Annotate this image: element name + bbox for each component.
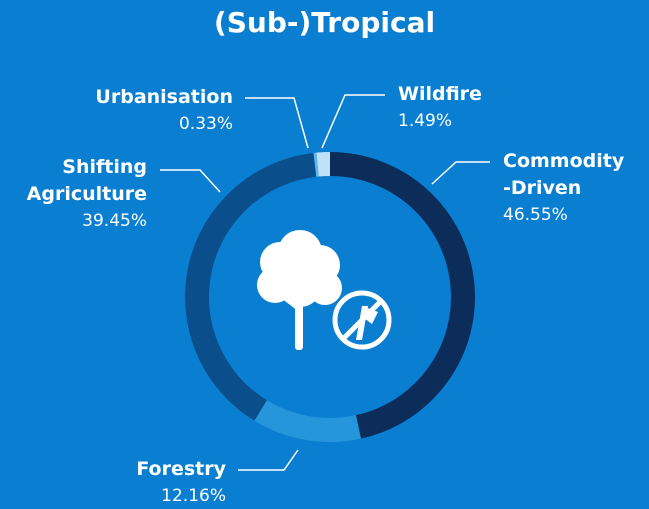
donut-segment: [330, 152, 475, 439]
segment-label: Commodity -Driven 46.55%: [503, 148, 624, 229]
segment-label: Urbanisation 0.33%: [95, 84, 233, 138]
segment-name: Commodity -Driven: [503, 150, 625, 199]
segment-label: Wildfire 1.49%: [398, 81, 482, 135]
segment-name: Forestry: [136, 458, 226, 480]
segment-label: Shifting Agriculture 39.45%: [27, 154, 147, 235]
segment-value: 46.55%: [503, 205, 568, 225]
leader-lines: [160, 94, 490, 471]
segment-value: 1.49%: [398, 111, 453, 131]
donut-segment: [254, 400, 362, 442]
segment-value: 12.16%: [161, 486, 226, 506]
donut-segment: [313, 152, 319, 177]
segment-name: Shifting Agriculture: [26, 156, 147, 205]
chart-title: (Sub-)Tropical: [213, 6, 436, 39]
tree-icon: [257, 230, 342, 350]
segment-name: Wildfire: [398, 83, 482, 105]
segment-value: 39.45%: [82, 211, 147, 231]
donut-segment: [316, 152, 330, 177]
segment-name: Urbanisation: [95, 86, 233, 108]
no-logging-icon: [332, 290, 392, 350]
segment-label: Forestry 12.16%: [136, 456, 226, 509]
segment-value: 0.33%: [178, 114, 233, 134]
donut-segment: [185, 152, 317, 421]
